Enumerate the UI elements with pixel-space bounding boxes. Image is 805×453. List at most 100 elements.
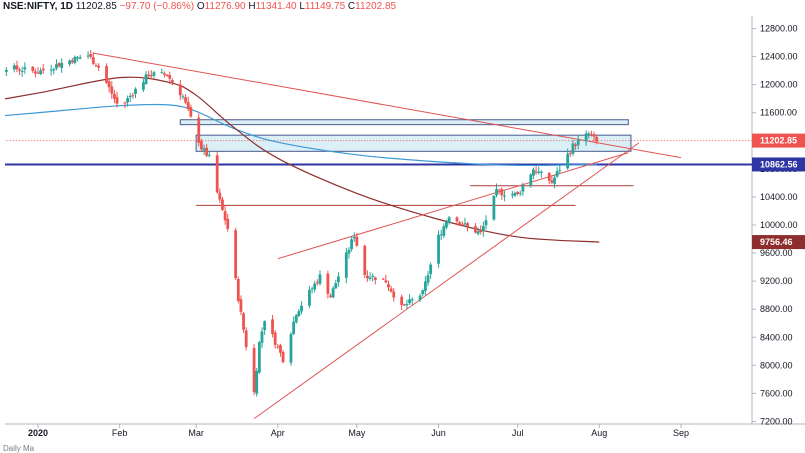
close-label: C <box>347 1 356 12</box>
candle <box>181 94 185 100</box>
candle <box>234 227 238 281</box>
candle <box>205 144 209 158</box>
candle <box>257 340 261 374</box>
candle <box>271 314 274 338</box>
y-tick-label: 12400.00 <box>760 52 798 62</box>
candle <box>255 367 259 397</box>
candle <box>484 215 488 230</box>
candle <box>516 191 520 196</box>
y-tick-label: 10000.00 <box>760 220 798 230</box>
candle <box>550 175 554 185</box>
candle <box>300 301 303 315</box>
candle <box>244 327 248 351</box>
candle <box>373 276 377 285</box>
y-tick-label: 8800.00 <box>760 304 793 314</box>
candle <box>160 68 164 74</box>
x-tick-label: Mar <box>188 428 204 438</box>
candle <box>76 56 79 62</box>
candle <box>371 273 375 282</box>
candle <box>289 332 293 366</box>
y-tick-label: 11600.00 <box>760 108 797 118</box>
candle <box>5 67 8 76</box>
moving-average-fast <box>5 103 597 167</box>
candle <box>23 62 27 74</box>
candle <box>252 344 256 396</box>
price-axis-label: 9756.46 <box>752 235 805 250</box>
candle <box>476 227 480 236</box>
candle <box>52 67 56 75</box>
candle <box>273 330 277 349</box>
candle <box>318 270 322 286</box>
candle <box>41 63 45 74</box>
candle <box>455 216 459 226</box>
candle <box>497 188 501 195</box>
y-tick-label: 7600.00 <box>760 388 793 398</box>
candle <box>547 171 551 185</box>
candle <box>310 286 314 294</box>
candle <box>584 130 588 146</box>
candle <box>418 293 422 303</box>
candle <box>387 280 390 291</box>
candle <box>292 316 296 336</box>
candle <box>347 247 351 259</box>
candle <box>184 94 187 105</box>
price-axis-panel <box>752 0 805 452</box>
candle <box>31 65 35 74</box>
candle <box>189 104 193 118</box>
candle <box>492 195 496 221</box>
candle <box>590 130 593 137</box>
candle <box>170 78 174 86</box>
candle <box>326 270 330 299</box>
candle <box>500 187 504 200</box>
candle <box>368 272 372 281</box>
close-value: 11202.85 <box>355 1 397 12</box>
candle <box>366 270 369 282</box>
candle <box>587 131 591 139</box>
moving-average-slow <box>5 76 600 243</box>
candle <box>402 303 406 306</box>
plot-area <box>5 50 752 420</box>
candle <box>281 350 285 364</box>
candle <box>558 164 562 175</box>
candle <box>68 59 72 67</box>
trendline <box>253 142 640 420</box>
candle <box>529 173 533 188</box>
symbol-label: NSE:NIFTY, 1D <box>3 1 74 12</box>
candles <box>5 50 599 397</box>
candle <box>297 308 301 318</box>
candle <box>105 63 108 85</box>
candle <box>91 52 95 65</box>
candle <box>55 59 58 71</box>
x-tick-label: Jul <box>512 428 524 438</box>
candle <box>426 271 430 287</box>
candle <box>568 150 572 157</box>
candle <box>571 139 575 156</box>
candle <box>337 272 340 287</box>
candle <box>94 63 98 67</box>
candle <box>537 166 541 175</box>
candle <box>97 63 101 71</box>
candle <box>131 92 135 99</box>
y-tick-label: 8400.00 <box>760 332 793 342</box>
candle <box>350 236 353 252</box>
open-label: O <box>196 1 205 12</box>
trendline <box>277 152 629 260</box>
x-tick-label: Sep <box>673 428 689 438</box>
y-tick-label: 8000.00 <box>760 360 793 370</box>
candle <box>463 217 467 228</box>
candle <box>89 50 93 59</box>
candle <box>513 191 517 198</box>
candle <box>429 262 433 279</box>
candle <box>15 60 19 73</box>
candle <box>495 183 498 198</box>
candle <box>460 221 464 226</box>
candle <box>168 71 172 84</box>
candle <box>521 182 525 196</box>
x-tick-label: Jun <box>431 428 446 438</box>
candle <box>276 343 280 349</box>
candle <box>553 174 556 189</box>
candle <box>60 58 64 73</box>
candle <box>392 288 396 302</box>
candle <box>400 294 404 310</box>
